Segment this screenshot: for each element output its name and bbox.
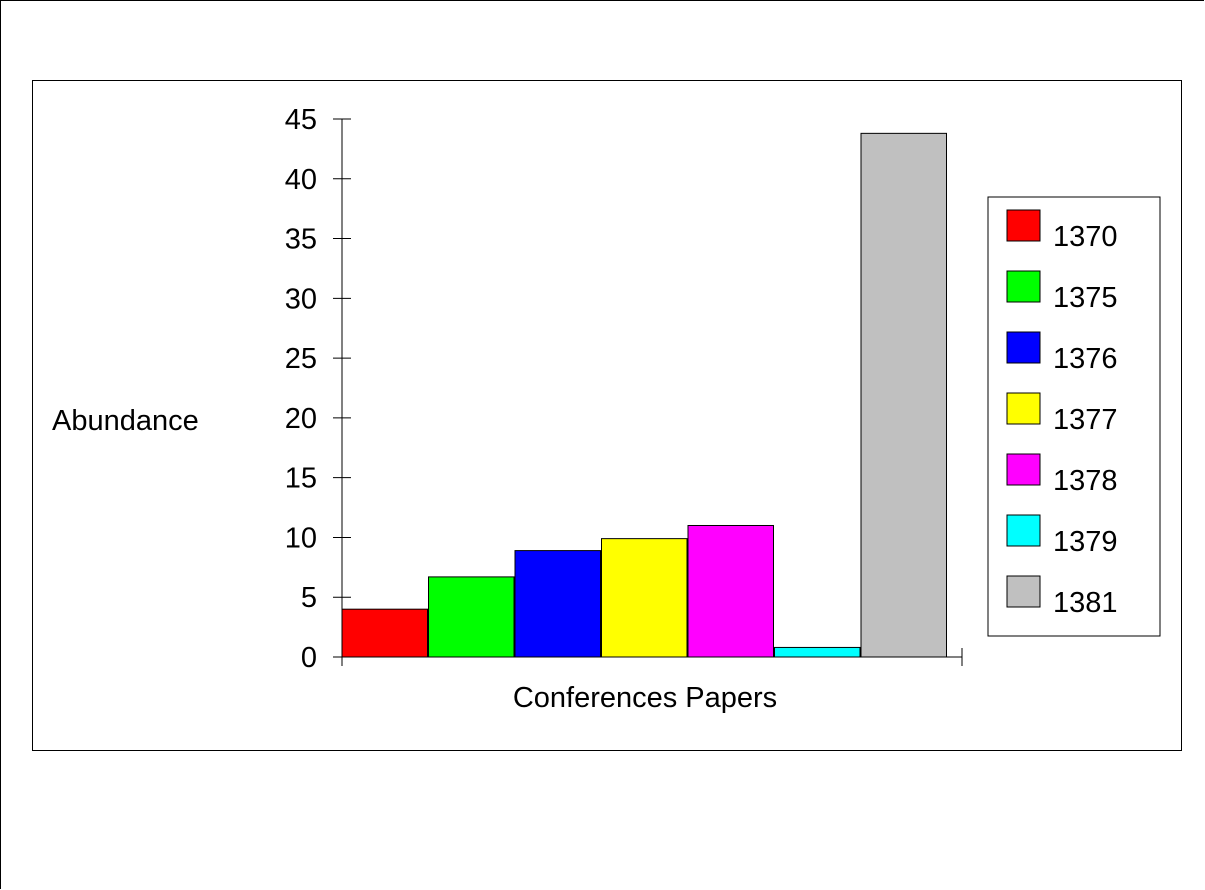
x-axis <box>341 648 963 666</box>
bars <box>341 132 947 658</box>
y-tick-label: 10 <box>285 522 317 554</box>
legend-swatch-1378 <box>1006 453 1041 486</box>
legend-label-1381: 1381 <box>1053 587 1118 619</box>
y-tick-label: 15 <box>285 463 317 495</box>
legend-label-1375: 1375 <box>1053 282 1118 314</box>
bar-1370 <box>341 608 428 658</box>
legend-swatch-1379 <box>1006 514 1041 547</box>
y-tick-label: 0 <box>301 642 317 674</box>
legend-label-1377: 1377 <box>1053 404 1118 436</box>
y-tick-label: 40 <box>285 164 317 196</box>
y-axis-title: Abundance <box>52 405 199 437</box>
legend-swatch-1376 <box>1006 331 1041 364</box>
y-tick-label: 20 <box>285 403 317 435</box>
legend-swatch-1375 <box>1006 270 1041 303</box>
y-tick-label: 35 <box>285 224 317 256</box>
y-axis: 0 5 10 15 20 25 30 35 40 45 <box>285 104 351 674</box>
legend-swatch-1377 <box>1006 392 1041 425</box>
legend: 1370 1375 1376 1377 1378 1379 1381 <box>987 196 1161 637</box>
legend-label-1379: 1379 <box>1053 526 1118 558</box>
y-tick-label: 30 <box>285 283 317 315</box>
bar-1381 <box>860 132 947 658</box>
legend-swatch-1370 <box>1006 209 1041 242</box>
y-tick-label: 45 <box>285 104 317 136</box>
x-axis-title: Conferences Papers <box>513 682 777 714</box>
legend-label-1376: 1376 <box>1053 343 1118 375</box>
bar-1376 <box>514 550 601 658</box>
bar-1377 <box>601 538 688 658</box>
bar-1379 <box>774 646 861 658</box>
y-tick-label: 5 <box>301 582 317 614</box>
bar-1378 <box>687 524 774 658</box>
legend-label-1378: 1378 <box>1053 465 1118 497</box>
legend-label-1370: 1370 <box>1053 221 1118 253</box>
y-tick-label: 25 <box>285 343 317 375</box>
legend-swatch-1381 <box>1006 575 1041 608</box>
bar-1375 <box>428 576 515 658</box>
